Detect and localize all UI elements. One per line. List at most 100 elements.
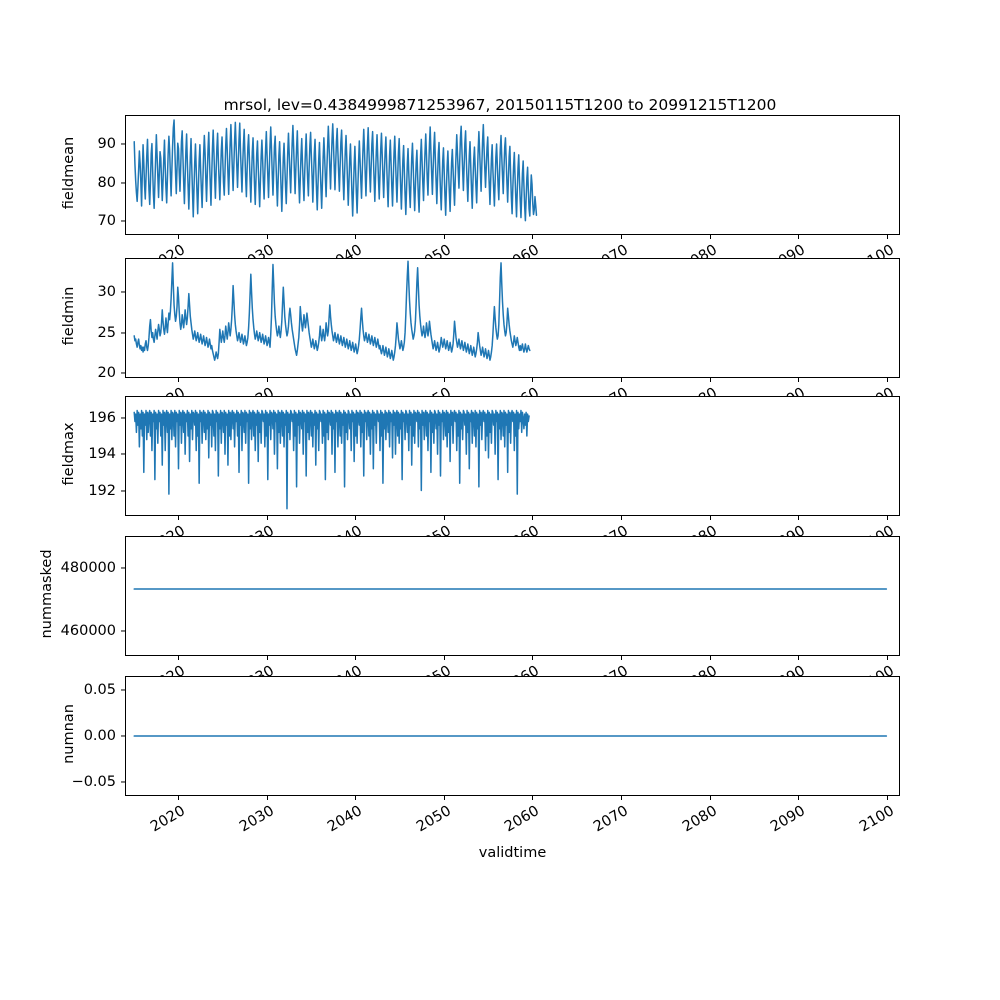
x-tick-mark <box>798 516 800 521</box>
y-tick-mark <box>120 689 125 691</box>
y-tick-label: 80 <box>97 174 116 191</box>
x-tick-mark <box>266 656 268 661</box>
x-tick-mark <box>532 656 534 661</box>
plot-area-nummasked <box>133 588 888 590</box>
x-tick-mark <box>709 516 711 521</box>
y-tick-mark <box>120 630 125 632</box>
line-series-fieldmean <box>133 119 538 222</box>
x-tick-label: 2070 <box>591 803 631 836</box>
y-tick-mark <box>120 291 125 293</box>
y-tick-label: 0.05 <box>83 681 116 698</box>
x-tick-mark <box>266 235 268 240</box>
x-tick-mark <box>798 378 800 383</box>
x-tick-mark <box>178 516 180 521</box>
x-tick-mark <box>886 516 888 521</box>
x-tick-mark <box>532 235 534 240</box>
panel-fieldmean: 7080902020203020402050206020702080209021… <box>61 115 900 274</box>
y-tick-mark <box>120 220 125 222</box>
y-axis-label-fieldmin: fieldmin <box>61 286 77 346</box>
x-tick-mark <box>178 656 180 661</box>
x-tick-mark <box>178 796 180 801</box>
x-tick-mark <box>621 656 623 661</box>
axes-frame-nummasked <box>125 536 900 656</box>
x-tick-mark <box>886 656 888 661</box>
y-tick-mark <box>120 182 125 184</box>
x-axis-label: validtime <box>478 845 547 861</box>
y-tick-mark <box>120 143 125 145</box>
x-tick-mark <box>532 516 534 521</box>
panel-numnan: −0.05 0.00 0.05 2020 2030 2040 2050 2060 2070 208… <box>61 676 900 835</box>
y-tick-label: 25 <box>97 324 116 341</box>
x-tick-mark <box>355 656 357 661</box>
y-tick-label: 20 <box>97 365 116 382</box>
axes-frame-fieldmin <box>125 258 900 378</box>
y-tick-mark <box>120 417 125 419</box>
x-tick-mark <box>798 796 800 801</box>
x-tick-mark <box>798 235 800 240</box>
y-tick-label: 30 <box>97 284 116 301</box>
y-tick-mark <box>120 781 125 783</box>
y-tick-label: 460000 <box>60 622 116 639</box>
x-tick-mark <box>886 378 888 383</box>
x-tick-mark <box>709 656 711 661</box>
line-series-fieldmax <box>133 409 530 510</box>
y-tick-mark <box>120 372 125 374</box>
x-tick-label: 2060 <box>502 803 543 836</box>
x-tick-mark <box>443 656 445 661</box>
x-tick-label: 2100 <box>856 803 897 836</box>
y-tick-mark <box>120 332 125 334</box>
x-tick-mark <box>621 796 623 801</box>
x-tick-mark <box>532 796 534 801</box>
x-tick-label: 2050 <box>413 803 454 836</box>
y-tick-label: 480000 <box>60 559 116 576</box>
x-tick-mark <box>266 378 268 383</box>
y-tick-mark <box>120 567 125 569</box>
x-tick-label: 2030 <box>236 803 277 836</box>
y-tick-label: 70 <box>97 213 116 230</box>
x-tick-mark <box>709 378 711 383</box>
x-tick-mark <box>355 516 357 521</box>
y-tick-label: 196 <box>88 409 116 426</box>
x-tick-mark <box>886 235 888 240</box>
x-tick-mark <box>178 235 180 240</box>
y-tick-label: 90 <box>97 136 116 153</box>
x-tick-mark <box>443 378 445 383</box>
panel-nummasked: 4600004800002020203020402050206020702080… <box>39 536 900 695</box>
y-tick-label: 0.00 <box>83 728 116 744</box>
line-series-fieldmin <box>133 260 531 361</box>
y-axis-label-fieldmean: fieldmean <box>61 136 77 210</box>
x-tick-mark <box>355 378 357 383</box>
x-tick-mark <box>443 235 445 240</box>
x-tick-mark <box>355 796 357 801</box>
plot-area-fieldmax <box>133 409 530 510</box>
y-tick-label: 192 <box>88 482 116 499</box>
x-tick-mark <box>532 378 534 383</box>
plot-area-fieldmean <box>133 119 538 222</box>
x-tick-mark <box>355 235 357 240</box>
x-tick-mark <box>443 796 445 801</box>
y-tick-mark <box>120 735 125 737</box>
x-tick-label: 2040 <box>325 803 366 836</box>
plot-area-fieldmin <box>133 260 531 361</box>
x-tick-mark <box>621 235 623 240</box>
y-tick-label: −0.05 <box>71 774 116 791</box>
x-tick-label: 2090 <box>768 803 809 836</box>
x-tick-mark <box>266 796 268 801</box>
x-tick-mark <box>266 516 268 521</box>
y-axis-label-nummasked: nummasked <box>39 549 55 639</box>
panel-fieldmax: 1921941962020203020402050206020702080209… <box>61 396 900 555</box>
figure-title: mrsol, lev=0.4384999871253967, 20150115T… <box>223 96 777 114</box>
x-tick-mark <box>709 796 711 801</box>
y-axis-label-numnan: numnan <box>61 704 77 764</box>
panel-fieldmin: 2025302020203020402050206020702080209021… <box>61 258 900 417</box>
x-tick-mark <box>443 516 445 521</box>
x-tick-mark <box>798 656 800 661</box>
x-tick-label: 2020 <box>148 803 189 836</box>
y-tick-label: 194 <box>88 446 116 463</box>
x-tick-mark <box>886 796 888 801</box>
x-tick-label: 2080 <box>679 803 720 836</box>
x-tick-mark <box>621 378 623 383</box>
x-tick-mark <box>178 378 180 383</box>
y-axis-label-fieldmax: fieldmax <box>61 422 77 486</box>
